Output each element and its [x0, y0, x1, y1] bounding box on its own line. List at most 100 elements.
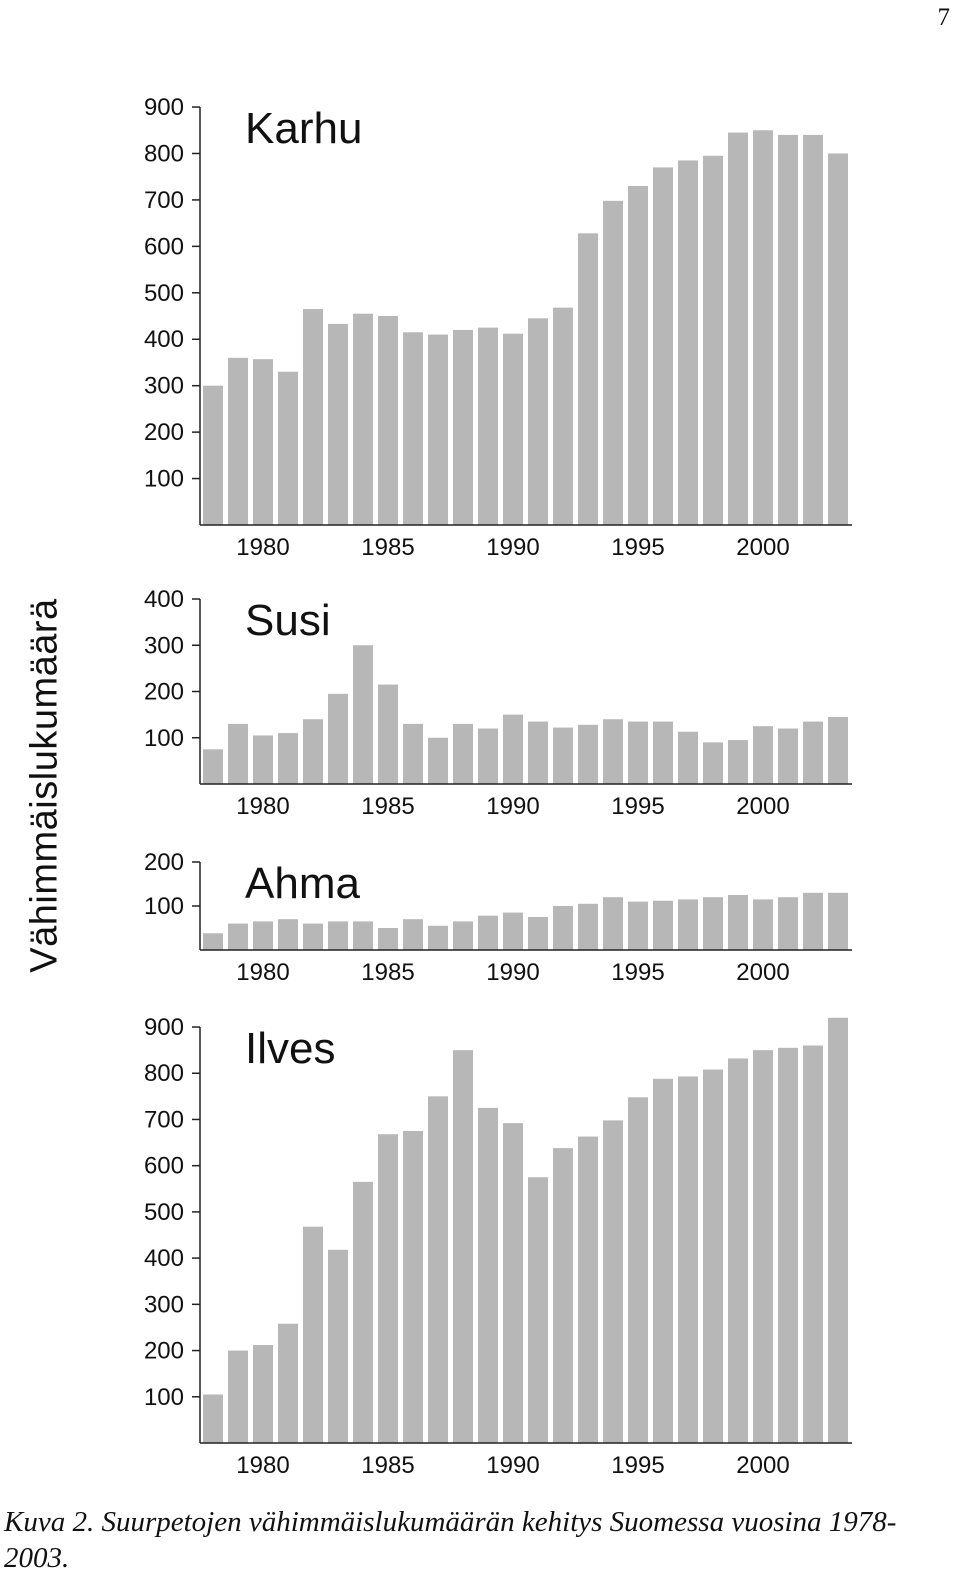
bar-ilves-2000 [753, 1050, 773, 1443]
bar-susi-2003 [828, 716, 848, 784]
bar-ilves-1995 [628, 1097, 648, 1443]
bar-karhu-1999 [728, 132, 748, 525]
bar-ilves-1982 [303, 1226, 323, 1443]
bar-ilves-2001 [778, 1047, 798, 1443]
bar-susi-2001 [778, 728, 798, 784]
x-tick-label-karhu-1990: 1990 [486, 534, 539, 561]
figure-caption: Kuva 2. Suurpetojen vähimmäislukumäärän … [4, 1506, 897, 1574]
x-tick-label-karhu-1985: 1985 [361, 534, 414, 561]
y-tick-label-susi-200: 200 [144, 679, 184, 706]
bar-ilves-1998 [703, 1069, 723, 1443]
bar-karhu-1984 [353, 313, 373, 525]
bar-ilves-1997 [678, 1076, 698, 1443]
bar-ahma-2000 [753, 899, 773, 950]
bar-susi-1999 [728, 740, 748, 784]
bar-ahma-1978 [203, 933, 223, 950]
bar-ilves-1985 [378, 1134, 398, 1443]
bar-ahma-1982 [303, 923, 323, 950]
bar-susi-1992 [553, 727, 573, 784]
bar-ilves-1984 [353, 1181, 373, 1443]
x-tick-label-ahma-1980: 1980 [236, 959, 289, 986]
bar-karhu-1993 [578, 233, 598, 525]
chart-ilves: 100 200 300 400 500 600 700 800 900 1980 1985 1990 1… [144, 1014, 852, 1479]
bar-ahma-2002 [803, 892, 823, 950]
bar-ilves-2002 [803, 1045, 823, 1443]
bar-susi-1981 [278, 733, 298, 784]
bar-susi-1996 [653, 721, 673, 784]
bar-ilves-1987 [428, 1096, 448, 1443]
y-tick-label-susi-400: 400 [144, 586, 184, 613]
y-tick-label-ilves-700: 700 [144, 1106, 184, 1133]
bar-susi-1994 [603, 719, 623, 784]
bar-susi-1986 [403, 723, 423, 784]
bar-ahma-1993 [578, 903, 598, 950]
bar-karhu-1990 [503, 333, 523, 525]
bar-susi-1988 [453, 723, 473, 784]
bar-ilves-1993 [578, 1136, 598, 1443]
x-tick-label-ahma-1985: 1985 [361, 959, 414, 986]
bar-ahma-1990 [503, 912, 523, 950]
bar-ahma-2001 [778, 897, 798, 950]
bar-ahma-1985 [378, 928, 398, 950]
bar-karhu-2002 [803, 134, 823, 526]
y-tick-label-karhu-900: 900 [144, 94, 184, 121]
bar-karhu-2003 [828, 153, 848, 526]
bar-karhu-1996 [653, 167, 673, 526]
bar-ahma-1997 [678, 899, 698, 950]
x-tick-label-ilves-2000: 2000 [736, 1452, 789, 1479]
bar-ahma-2003 [828, 892, 848, 950]
x-tick-label-ilves-1980: 1980 [236, 1452, 289, 1479]
y-tick-label-susi-300: 300 [144, 632, 184, 659]
bar-ahma-1986 [403, 919, 423, 950]
bar-susi-2002 [803, 721, 823, 784]
bar-ahma-1995 [628, 901, 648, 950]
bar-ilves-2003 [828, 1017, 848, 1443]
bar-ahma-1987 [428, 925, 448, 950]
x-tick-label-susi-1980: 1980 [236, 793, 289, 820]
bar-karhu-1989 [478, 327, 498, 525]
x-tick-label-karhu-2000: 2000 [736, 534, 789, 561]
bar-susi-1987 [428, 737, 448, 784]
y-tick-label-ahma-100: 100 [144, 893, 184, 920]
chart-title-karhu: Karhu [245, 104, 362, 153]
bar-susi-1980 [253, 735, 273, 784]
y-tick-label-ilves-100: 100 [144, 1384, 184, 1411]
bar-susi-1978 [203, 749, 223, 784]
bar-karhu-1980 [253, 359, 273, 525]
bar-karhu-1994 [603, 200, 623, 525]
x-tick-label-ilves-1990: 1990 [486, 1452, 539, 1479]
chart-title-ilves: Ilves [245, 1024, 335, 1073]
y-tick-label-ilves-400: 400 [144, 1245, 184, 1272]
bar-susi-1984 [353, 645, 373, 784]
bar-ahma-1992 [553, 906, 573, 950]
bar-karhu-1982 [303, 309, 323, 525]
chart-susi: 100 200 300 400 1980 1985 1990 1995 2000 Susi [144, 586, 852, 820]
bar-karhu-1991 [528, 318, 548, 525]
bar-karhu-1998 [703, 155, 723, 525]
bar-susi-1995 [628, 721, 648, 784]
y-tick-label-ilves-200: 200 [144, 1338, 184, 1365]
bar-susi-1983 [328, 693, 348, 784]
chart-ahma: 100 200 1980 1985 1990 1995 2000 Ahma [144, 849, 852, 986]
bar-ilves-1979 [228, 1350, 248, 1443]
y-tick-label-ahma-200: 200 [144, 849, 184, 876]
bar-karhu-1978 [203, 385, 223, 525]
bar-karhu-1986 [403, 332, 423, 525]
bar-karhu-1979 [228, 357, 248, 525]
x-tick-label-ahma-1995: 1995 [611, 959, 664, 986]
x-tick-label-ilves-1985: 1985 [361, 1452, 414, 1479]
bar-susi-1991 [528, 721, 548, 784]
bar-ilves-1992 [553, 1148, 573, 1443]
bar-ilves-1996 [653, 1078, 673, 1443]
bar-ahma-1979 [228, 923, 248, 950]
x-tick-label-susi-1995: 1995 [611, 793, 664, 820]
bar-susi-1997 [678, 731, 698, 784]
bar-ahma-1996 [653, 900, 673, 950]
bar-susi-1989 [478, 728, 498, 784]
bar-karhu-1981 [278, 371, 298, 525]
y-tick-label-ilves-800: 800 [144, 1060, 184, 1087]
bar-ilves-1988 [453, 1050, 473, 1443]
y-tick-label-ilves-500: 500 [144, 1199, 184, 1226]
bar-ahma-1983 [328, 921, 348, 950]
y-tick-label-karhu-800: 800 [144, 140, 184, 167]
